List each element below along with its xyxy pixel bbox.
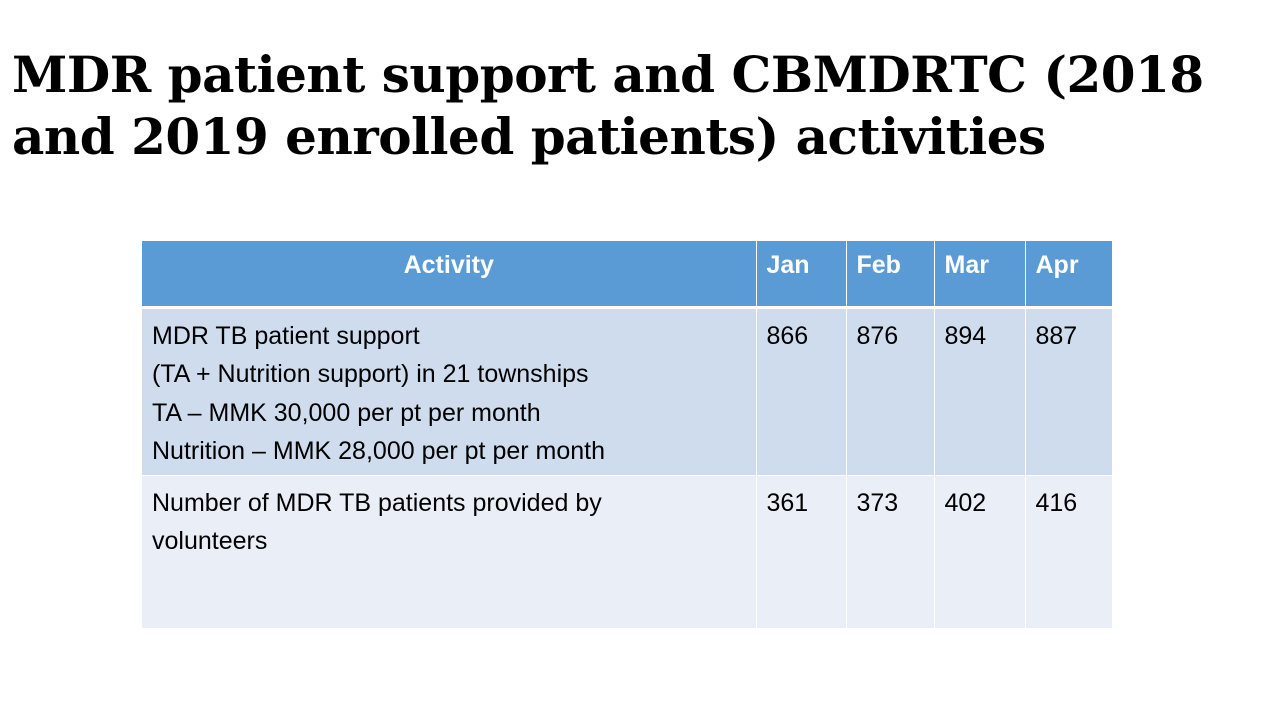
table-header-row: Activity Jan Feb Mar Apr — [142, 241, 1112, 309]
table-row: Number of MDR TB patients provided by vo… — [142, 475, 1112, 629]
activity-line: Number of MDR TB patients provided by — [152, 488, 602, 517]
header-feb: Feb — [845, 241, 934, 309]
activity-line: TA – MMK 30,000 per pt per month — [152, 398, 541, 427]
value-cell-apr: 416 — [1024, 475, 1112, 629]
value-cell-mar: 894 — [933, 307, 1025, 476]
value-cell-jan: 361 — [755, 475, 846, 629]
activity-table: Activity Jan Feb Mar Apr MDR TB patient … — [142, 241, 1112, 629]
header-activity: Activity — [142, 241, 756, 309]
activity-line: MDR TB patient support — [152, 321, 420, 350]
activity-cell: MDR TB patient support (TA + Nutrition s… — [142, 307, 756, 476]
table-row: MDR TB patient support (TA + Nutrition s… — [142, 307, 1112, 476]
value-cell-jan: 866 — [755, 307, 846, 476]
header-apr: Apr — [1024, 241, 1112, 309]
value-cell-feb: 876 — [845, 307, 934, 476]
slide-title: MDR patient support and CBMDRTC (2018 an… — [12, 45, 1204, 166]
value-cell-mar: 402 — [933, 475, 1025, 629]
header-mar: Mar — [933, 241, 1025, 309]
activity-line: (TA + Nutrition support) in 21 townships — [152, 360, 589, 388]
activity-cell: Number of MDR TB patients provided by vo… — [142, 475, 756, 629]
value-cell-apr: 887 — [1024, 307, 1112, 476]
activity-line: volunteers — [152, 527, 268, 555]
activity-line: Nutrition – MMK 28,000 per pt per month — [152, 437, 606, 465]
value-cell-feb: 373 — [845, 475, 934, 629]
header-jan: Jan — [755, 241, 846, 309]
